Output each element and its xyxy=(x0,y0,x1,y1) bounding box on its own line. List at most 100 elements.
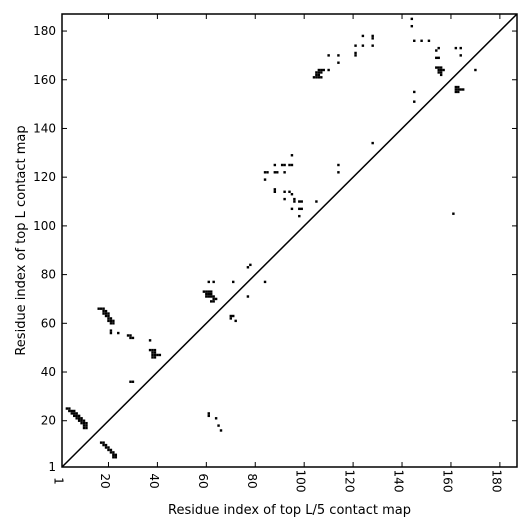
contact-point xyxy=(104,443,108,447)
contact-point xyxy=(315,71,318,74)
y-tick-label: 140 xyxy=(33,121,56,135)
contact-point xyxy=(77,419,81,422)
contact-point xyxy=(82,424,86,427)
contact-point xyxy=(107,314,110,318)
contact-point xyxy=(68,407,71,410)
contact-point xyxy=(77,417,81,420)
contact-point xyxy=(109,331,113,335)
x-tick-label: 140 xyxy=(392,470,406,493)
contact-point xyxy=(273,171,277,174)
contact-point xyxy=(371,37,374,40)
contact-point xyxy=(413,39,416,42)
contact-point xyxy=(229,317,232,320)
contact-point xyxy=(454,88,458,91)
contact-point xyxy=(153,351,157,354)
contact-point xyxy=(361,34,365,38)
contact-point xyxy=(75,414,78,418)
contact-point xyxy=(112,319,115,323)
contact-point xyxy=(337,163,340,167)
contact-point xyxy=(214,297,218,301)
contact-point xyxy=(435,56,438,60)
contact-point xyxy=(437,66,440,69)
contact-point xyxy=(75,412,78,415)
contact-point xyxy=(129,334,132,337)
x-axis-label: Residue index of top L/5 contact map xyxy=(168,503,411,518)
contact-point xyxy=(232,314,235,318)
contact-point xyxy=(283,190,286,193)
contact-point xyxy=(85,421,88,425)
contact-point xyxy=(80,421,83,425)
contact-point xyxy=(210,295,213,298)
contact-point xyxy=(439,66,443,69)
contact-point xyxy=(102,443,105,447)
contact-point xyxy=(112,451,115,454)
contact-point xyxy=(283,171,286,174)
diagonal-line xyxy=(61,13,518,468)
contact-point xyxy=(109,451,113,454)
contact-point xyxy=(85,424,88,427)
contact-point xyxy=(77,414,81,418)
contact-point xyxy=(288,190,291,193)
x-tick-label: 20 xyxy=(98,473,112,488)
contact-point xyxy=(102,441,105,444)
contact-point xyxy=(283,197,286,201)
contact-point xyxy=(207,292,210,296)
contact-point xyxy=(354,44,357,47)
contact-points xyxy=(65,17,477,459)
contact-point xyxy=(427,39,431,42)
contact-point xyxy=(461,88,465,91)
x-tick-label: 40 xyxy=(147,473,161,488)
contact-point xyxy=(293,200,296,203)
contact-point xyxy=(420,39,423,42)
contact-point xyxy=(273,190,277,193)
contact-point xyxy=(315,76,318,79)
contact-point xyxy=(207,280,210,284)
x-tick-label: 120 xyxy=(343,470,357,493)
contact-point xyxy=(298,207,301,211)
contact-point xyxy=(276,171,279,174)
contact-point xyxy=(65,407,69,410)
y-axis-label: Residue index of top L contact map xyxy=(14,125,29,355)
contact-point xyxy=(210,290,213,293)
contact-point xyxy=(73,414,76,418)
contact-point xyxy=(229,314,232,318)
contact-point xyxy=(205,290,208,293)
contact-point xyxy=(232,280,235,284)
contact-point xyxy=(104,309,108,313)
contact-point xyxy=(131,336,135,340)
contact-point xyxy=(290,163,294,167)
contact-point xyxy=(371,141,374,145)
contact-point xyxy=(317,73,321,77)
contact-point xyxy=(437,46,440,50)
contact-point xyxy=(300,207,303,211)
contact-point xyxy=(212,297,215,301)
contact-point xyxy=(288,163,291,167)
contact-point xyxy=(107,446,110,449)
contact-point xyxy=(104,314,108,318)
contact-point xyxy=(280,163,284,167)
contact-point xyxy=(207,414,210,418)
contact-point xyxy=(439,68,443,72)
contact-point xyxy=(263,171,267,174)
contact-point xyxy=(263,178,267,181)
contact-point xyxy=(68,409,71,413)
contact-point xyxy=(158,353,162,357)
contact-point xyxy=(410,24,414,28)
contact-point xyxy=(85,426,88,430)
contact-point xyxy=(437,71,440,74)
contact-point xyxy=(457,85,460,89)
contact-point xyxy=(249,263,252,267)
contact-point xyxy=(315,73,318,77)
contact-point xyxy=(327,54,330,57)
x-tick-label: 1 xyxy=(52,477,66,485)
contact-point xyxy=(212,280,215,284)
contact-point xyxy=(207,290,210,293)
contact-point xyxy=(148,339,152,342)
contact-point xyxy=(75,417,78,420)
y-tick-label: 40 xyxy=(41,365,56,379)
contact-point xyxy=(102,307,105,310)
contact-point xyxy=(80,417,83,420)
contact-point xyxy=(298,200,301,203)
x-tick-label: 80 xyxy=(245,473,259,488)
contact-point xyxy=(99,307,103,310)
